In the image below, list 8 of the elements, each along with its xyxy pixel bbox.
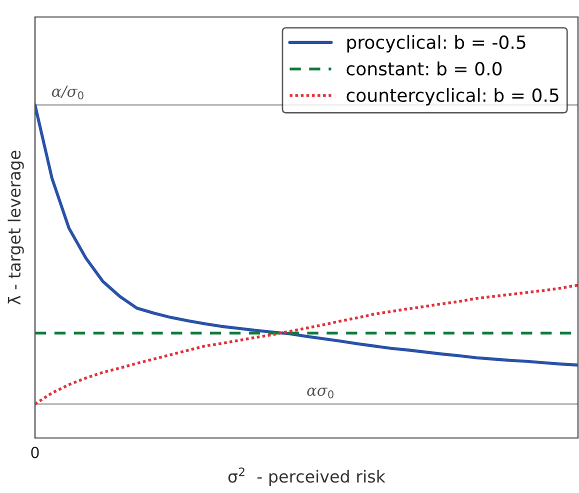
y-axis-title: λ̄ - target leverage xyxy=(8,150,24,305)
legend-label: countercyclical: b = 0.5 xyxy=(346,88,558,106)
ref-line-label: α/σ$_{0}$ xyxy=(52,86,84,100)
legend-label: constant: b = 0.0 xyxy=(346,62,502,76)
text: 0 xyxy=(31,446,39,458)
ref-line-label: ασ$_{0}$ xyxy=(307,388,334,398)
x-axis-title: σ$^{2}$ - perceived risk xyxy=(228,467,386,486)
legend-label: procyclical: b = -0.5 xyxy=(347,35,526,53)
